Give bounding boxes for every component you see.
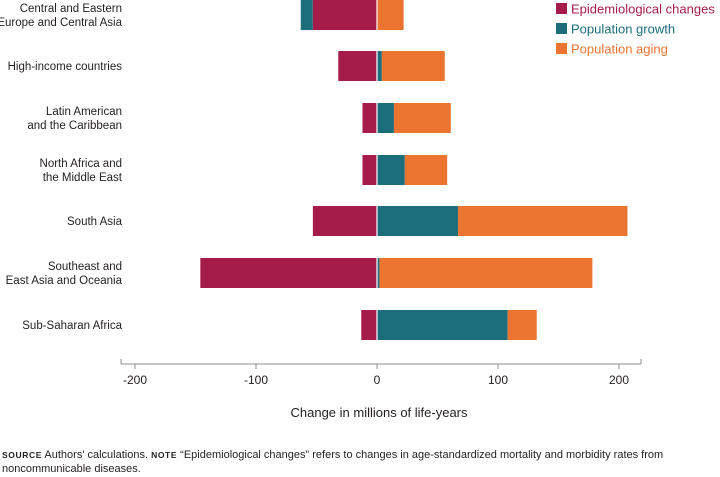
bar-north-africa-and-the-middle-east-population-growth [377,155,405,185]
category-label-north-africa-and-the-middle-east: North Africa and the Middle East [40,158,123,184]
x-tick-label: -200 [123,373,147,387]
bar-central-and-eastern-europe-and-central-asia-population-growth [300,0,313,30]
chart-canvas: Central and Eastern Europe and Central As… [0,0,715,420]
legend-swatch-epidemiological-changes [556,3,567,14]
bars-layer [200,0,628,340]
legend-label-epidemiological-changes: Epidemiological changes [571,2,715,17]
bar-north-africa-and-the-middle-east-epidemiological-changes [362,155,377,185]
bar-sub-saharan-africa-population-aging [507,310,537,340]
category-label-south-asia: South Asia [67,216,123,228]
category-labels: Central and Eastern Europe and Central As… [0,3,123,332]
x-axis: -200 -100 0 100 200 [120,359,642,387]
x-tick-label: 200 [609,373,629,387]
bar-high-income-countries-epidemiological-changes [338,51,377,81]
bar-high-income-countries-population-growth [377,51,382,81]
bar-central-and-eastern-europe-and-central-asia-population-aging [377,0,404,30]
category-label-southeast-and-east-asia-and-oceania: Southeast and East Asia and Oceania [6,261,123,287]
category-label-sub-saharan-africa: Sub-Saharan Africa [22,320,122,332]
bar-south-asia-epidemiological-changes [312,206,377,236]
x-tick-label: -100 [244,373,268,387]
bar-south-asia-population-aging [458,206,628,236]
x-tick-label: 0 [374,373,381,387]
footnote: SOURCE Authors' calculations. NOTE “Epid… [2,448,718,476]
category-label-high-income-countries: High-income countries [8,61,123,73]
bar-sub-saharan-africa-epidemiological-changes [361,310,377,340]
bar-southeast-and-east-asia-and-oceania-population-aging [379,258,593,288]
legend-label-population-growth: Population growth [571,22,675,37]
bar-sub-saharan-africa-population-growth [377,310,508,340]
bar-latin-american-and-the-caribbean-population-aging [393,103,451,133]
legend: Epidemiological changes Population growth… [556,2,715,57]
legend-swatch-population-aging [556,43,567,54]
bar-latin-american-and-the-caribbean-epidemiological-changes [362,103,377,133]
category-label-central-and-eastern-europe-and-central-asia: Central and Eastern Europe and Central As… [0,3,123,29]
bar-central-and-eastern-europe-and-central-asia-epidemiological-changes [312,0,377,30]
bar-southeast-and-east-asia-and-oceania-population-growth [377,258,380,288]
category-label-latin-american-and-the-caribbean: Latin American and the Caribbean [27,106,122,132]
note-text: “Epidemiological changes” refers to chan… [2,449,664,475]
bar-southeast-and-east-asia-and-oceania-epidemiological-changes [200,258,377,288]
legend-swatch-population-growth [556,23,567,34]
bar-south-asia-population-growth [377,206,459,236]
x-tick-label: 100 [488,373,508,387]
legend-label-population-aging: Population aging [571,42,668,57]
x-axis-title: Change in millions of life-years [290,405,468,420]
bar-latin-american-and-the-caribbean-population-growth [377,103,394,133]
bar-high-income-countries-population-aging [381,51,445,81]
source-label: SOURCE [2,450,42,460]
note-label: NOTE [151,450,178,460]
bar-north-africa-and-the-middle-east-population-aging [404,155,448,185]
source-text: Authors' calculations. [44,449,149,461]
